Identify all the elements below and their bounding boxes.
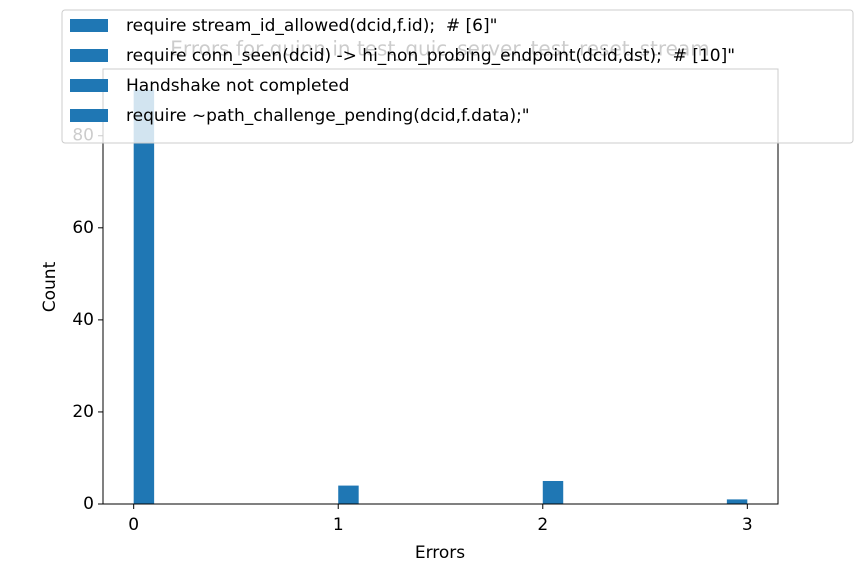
x-tick-label: 3 bbox=[742, 515, 753, 535]
legend-swatch bbox=[70, 109, 108, 122]
x-axis-label: Errors bbox=[415, 543, 465, 563]
x-tick-label: 1 bbox=[333, 515, 344, 535]
legend-label: require ~path_challenge_pending(dcid,f.d… bbox=[126, 106, 530, 126]
legend-swatch bbox=[70, 79, 108, 92]
y-tick-label: 60 bbox=[72, 218, 94, 238]
legend-label: Handshake not completed bbox=[126, 76, 349, 96]
legend-box bbox=[61, 9, 854, 144]
legend-swatch bbox=[70, 49, 108, 62]
x-tick-label: 0 bbox=[128, 515, 139, 535]
bar bbox=[726, 499, 748, 504]
bar bbox=[133, 89, 155, 504]
x-tick-label: 2 bbox=[537, 515, 548, 535]
legend-label: require stream_id_allowed(dcid,f.id); # … bbox=[126, 16, 497, 36]
y-axis-label: Count bbox=[40, 261, 60, 312]
legend-label: require conn_seen(dcid) -> hi_non_probin… bbox=[126, 46, 735, 66]
y-tick-label: 20 bbox=[72, 402, 94, 422]
bar bbox=[338, 485, 359, 504]
bar bbox=[542, 480, 564, 504]
legend-swatch bbox=[70, 19, 108, 32]
y-tick-label: 0 bbox=[83, 494, 94, 514]
y-tick-label: 40 bbox=[72, 310, 94, 330]
